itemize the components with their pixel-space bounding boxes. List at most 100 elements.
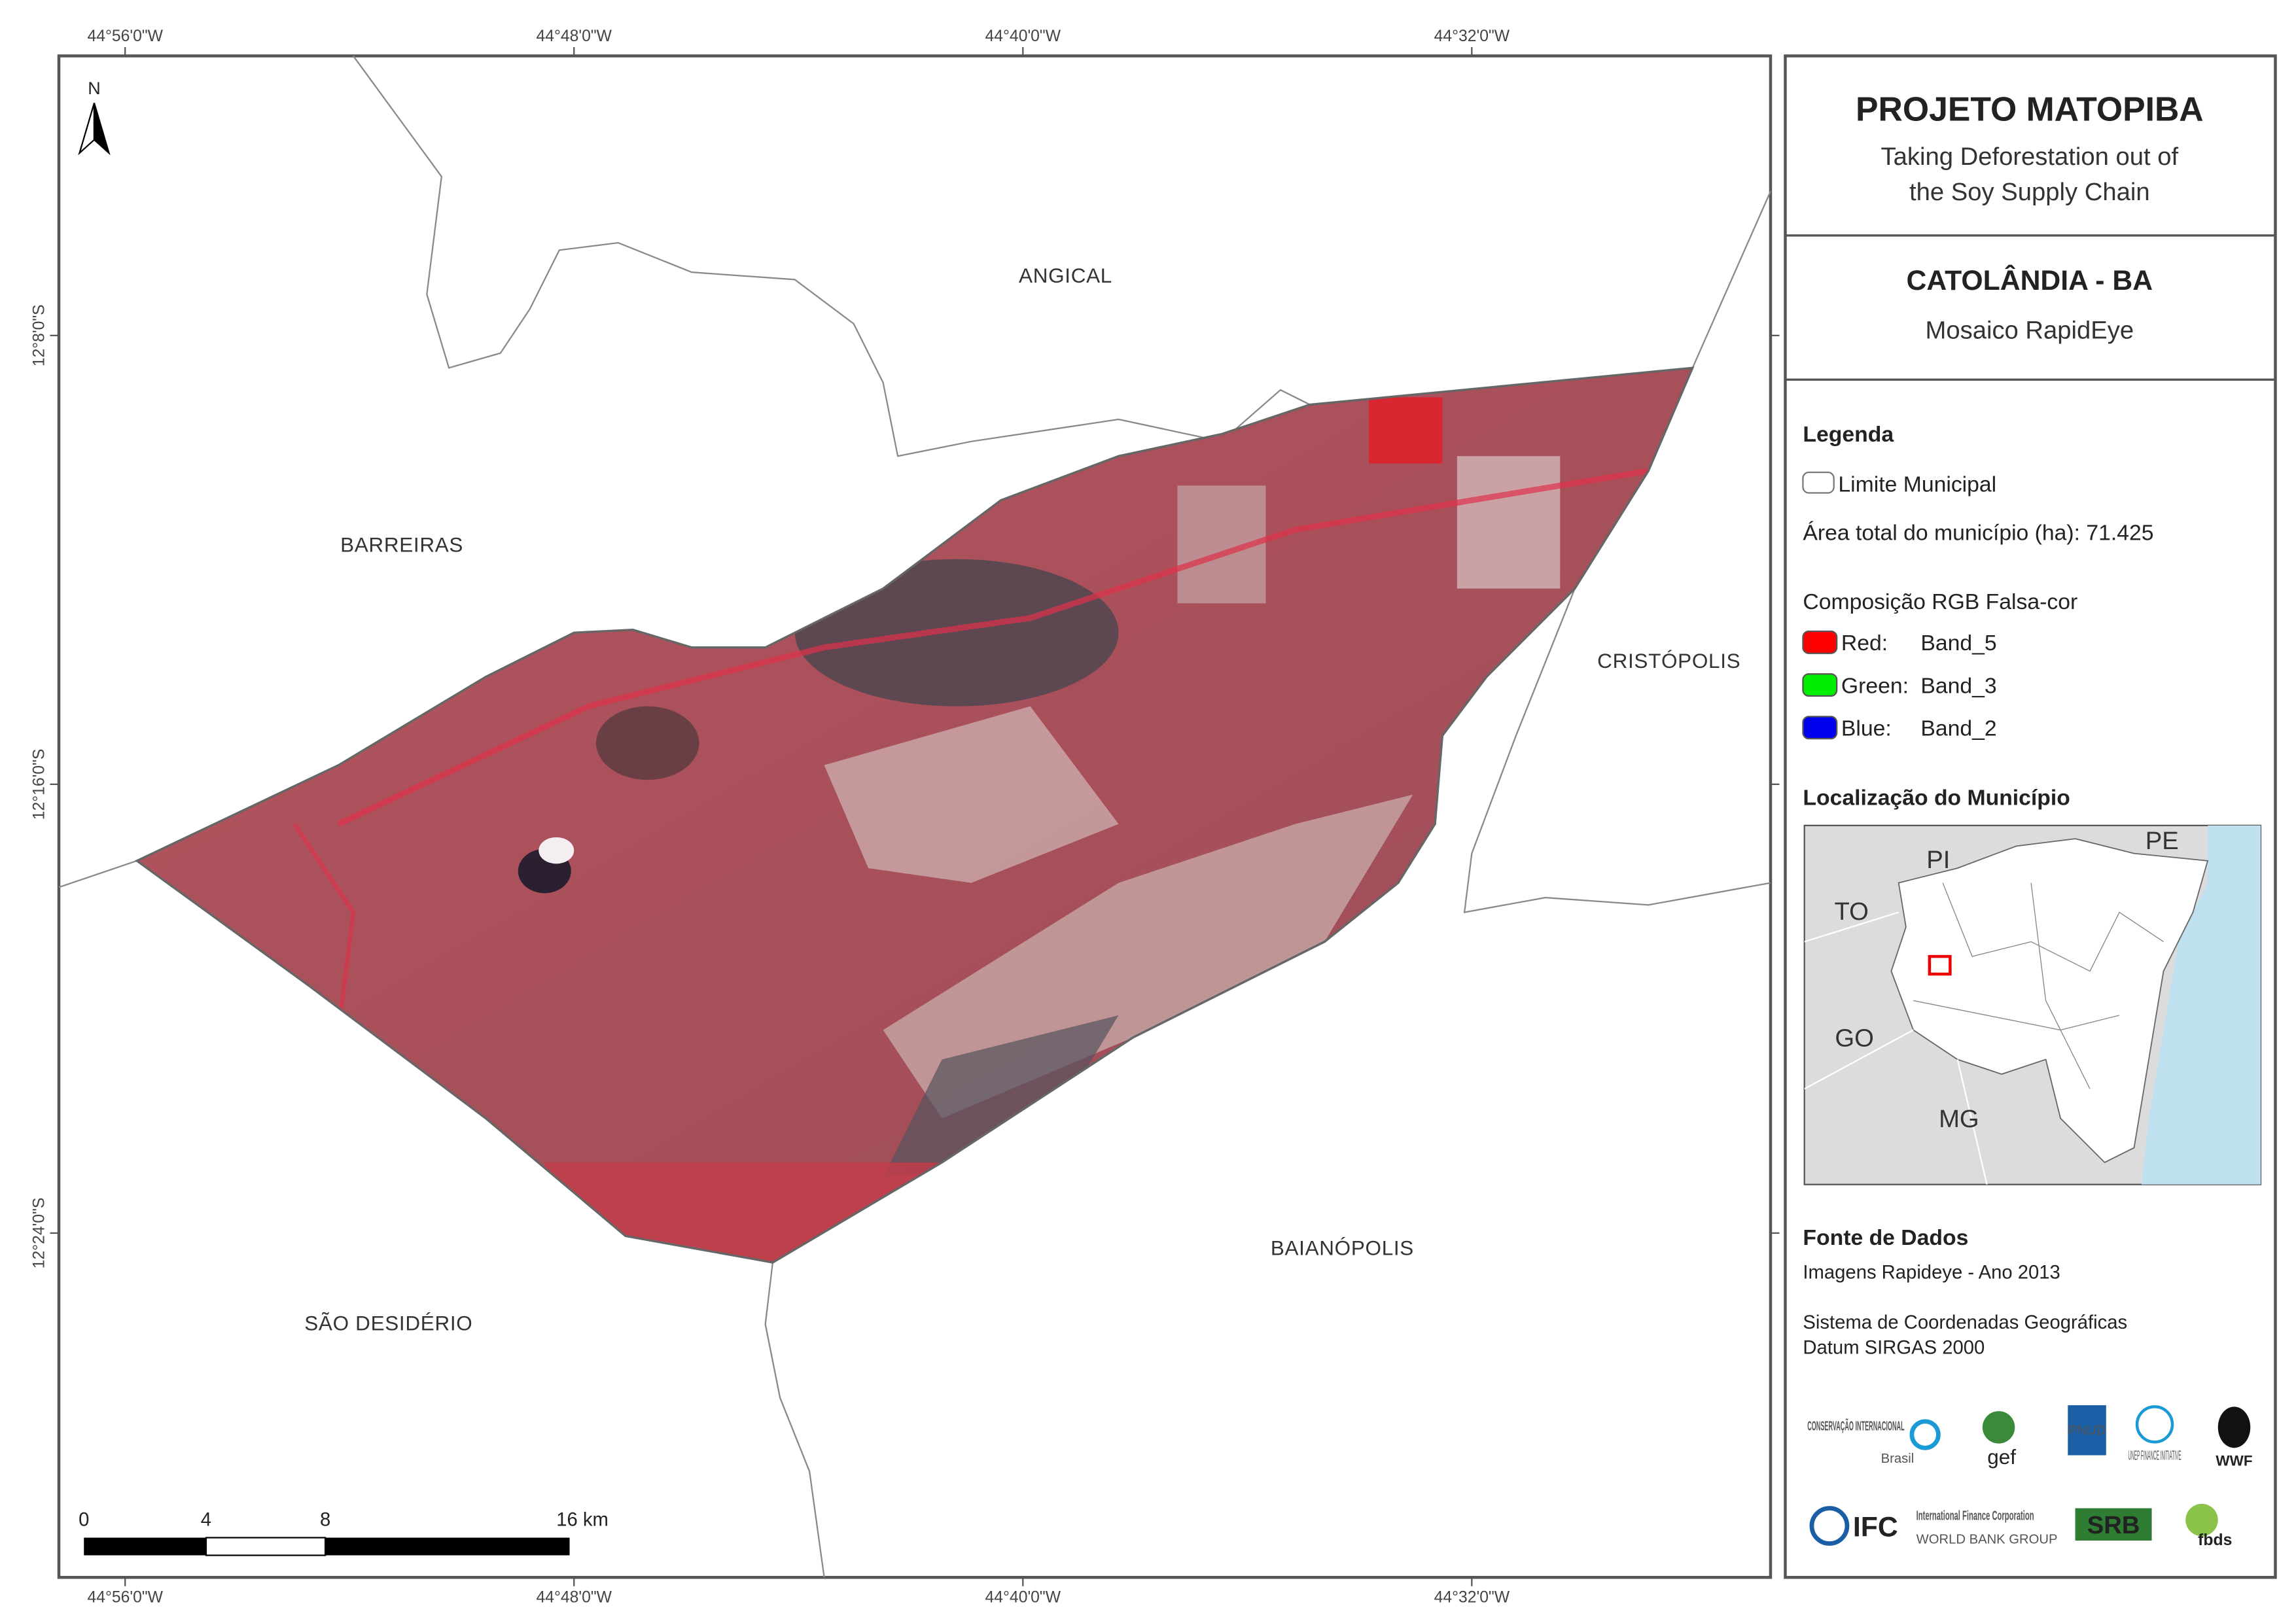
logo-mark bbox=[1909, 1419, 1941, 1450]
subtitle: the Soy Supply Chain bbox=[1909, 178, 2150, 206]
source-line: Sistema de Coordenadas Geográficas bbox=[1803, 1312, 2127, 1333]
scale-segment bbox=[84, 1537, 206, 1556]
band-name: Band_3 bbox=[1920, 673, 1996, 698]
band-legend: Red: Band_5 Green: Band_3 Blue: Band_2 bbox=[1802, 630, 1997, 741]
boundary-line bbox=[1463, 588, 1771, 913]
inset-municipalities bbox=[1913, 882, 2164, 1089]
scale-label: 0 bbox=[79, 1510, 89, 1531]
logo-text: UNEP FINANCE INITIATIVE bbox=[2128, 1448, 2181, 1463]
band-channel: Red: bbox=[1841, 631, 1888, 655]
legend-swatch bbox=[1802, 471, 1835, 494]
coordinate-label: 44°40'0"W bbox=[985, 27, 1061, 45]
boundary-line bbox=[58, 860, 137, 888]
coordinate-label: 44°40'0"W bbox=[985, 1589, 1061, 1607]
logo-text: WWF bbox=[2216, 1452, 2252, 1469]
subtitle: Taking Deforestation out of bbox=[1881, 143, 2179, 171]
coordinate-label: 44°56'0"W bbox=[87, 27, 163, 45]
logo-text: SRB bbox=[2087, 1511, 2140, 1539]
place-label: BARREIRAS bbox=[340, 532, 463, 556]
logo-mark bbox=[2185, 1503, 2218, 1537]
place-label: BAIANÓPOLIS bbox=[1271, 1236, 1414, 1260]
imagery-river bbox=[292, 822, 356, 1030]
coordinate-label: 12°24'0"S bbox=[31, 1198, 48, 1269]
scale-label: 16 km bbox=[556, 1510, 609, 1531]
graticule-ticks bbox=[50, 46, 1780, 1586]
state-label: PE bbox=[2146, 827, 2179, 855]
legend-label: Área total do município (ha): 71.425 bbox=[1803, 521, 2153, 546]
logo-mark bbox=[2135, 1405, 2174, 1444]
boundary-line bbox=[764, 1262, 825, 1578]
municipal-boundary bbox=[134, 366, 1695, 1264]
location-heading: Localização do Município bbox=[1803, 785, 2070, 810]
band-swatch bbox=[1802, 716, 1838, 740]
imagery-patch bbox=[883, 1015, 1119, 1178]
state-label: TO bbox=[1834, 898, 1868, 926]
scale-segment bbox=[325, 1537, 570, 1556]
logo-text: Brasil bbox=[1881, 1452, 1915, 1466]
band-swatch bbox=[1802, 673, 1838, 697]
boundary-line bbox=[1691, 190, 1771, 368]
coordinate-label: 12°8'0"S bbox=[31, 304, 48, 366]
coordinate-label: 44°32'0"W bbox=[1434, 27, 1510, 45]
band-name: Band_5 bbox=[1920, 631, 1996, 655]
place-label: CRISTÓPOLIS bbox=[1597, 649, 1740, 672]
logo-text: gef bbox=[1987, 1445, 2016, 1469]
imagery-patch bbox=[794, 559, 1119, 707]
legend-heading: Legenda bbox=[1803, 422, 1894, 447]
legend-label: Composição RGB Falsa-cor bbox=[1803, 589, 2077, 614]
imagery-river bbox=[337, 468, 1650, 827]
logo-text: CONSERVAÇÃO INTERNACIONAL bbox=[1807, 1418, 1904, 1433]
inset-ocean bbox=[2141, 825, 2261, 1185]
imagery-patch bbox=[539, 837, 574, 864]
scale-segment bbox=[205, 1537, 327, 1556]
band-channel: Blue: bbox=[1841, 716, 1892, 741]
coordinate-label: 44°48'0"W bbox=[536, 27, 612, 45]
sources-heading: Fonte de Dados bbox=[1803, 1225, 1968, 1250]
place-label: SÃO DESIDÉRIO bbox=[304, 1311, 472, 1335]
imagery-patch bbox=[883, 794, 1413, 1119]
band-swatch bbox=[1802, 630, 1838, 654]
municipality-name: CATOLÂNDIA - BA bbox=[1907, 264, 2153, 296]
mosaic-label: Mosaico RapidEye bbox=[1926, 316, 2134, 344]
logo-mark bbox=[2217, 1406, 2251, 1448]
coordinate-label: 12°16'0"S bbox=[31, 749, 48, 820]
band-channel: Green: bbox=[1841, 673, 1909, 698]
legend-label: Limite Municipal bbox=[1838, 472, 1996, 497]
inset-map bbox=[1804, 825, 2261, 1185]
coordinate-label: 44°48'0"W bbox=[536, 1589, 612, 1607]
logo-mark bbox=[2075, 1508, 2152, 1541]
source-line: Datum SIRGAS 2000 bbox=[1803, 1337, 1985, 1358]
imagery-patch bbox=[1457, 456, 1561, 589]
logo-text: International Finance Corporation bbox=[1916, 1509, 2034, 1524]
title: PROJETO MATOPIBA bbox=[1856, 90, 2204, 128]
logo-text: WORLD BANK GROUP bbox=[1916, 1533, 2058, 1547]
source-line: Imagens Rapideye - Ano 2013 bbox=[1803, 1263, 2060, 1283]
imagery-patch bbox=[1368, 397, 1443, 464]
side-panel bbox=[1784, 54, 2277, 1579]
inset-locator bbox=[1928, 954, 1952, 976]
place-label: ANGICAL bbox=[1019, 264, 1112, 287]
scale-label: 8 bbox=[320, 1510, 330, 1531]
imagery-patch bbox=[824, 706, 1119, 883]
boundary-line bbox=[352, 55, 1311, 457]
coordinate-label: 44°56'0"W bbox=[87, 1589, 163, 1607]
coordinate-label: 44°32'0"W bbox=[1434, 1589, 1510, 1607]
state-label: GO bbox=[1835, 1024, 1873, 1052]
imagery-patch bbox=[596, 706, 699, 780]
logo-text: PNUD bbox=[2068, 1423, 2106, 1438]
state-label: MG bbox=[1939, 1105, 1979, 1133]
inset-state-lines bbox=[1804, 911, 1988, 1185]
logo-mark bbox=[1982, 1411, 2015, 1444]
band-name: Band_2 bbox=[1920, 716, 1996, 741]
north-label: N bbox=[88, 79, 101, 98]
neighbour-boundaries bbox=[58, 55, 1771, 1578]
logos: CONSERVAÇÃO INTERNACIONAL Brasil gef PNU… bbox=[1807, 1405, 2253, 1549]
logo-mark bbox=[2068, 1405, 2106, 1456]
logo-mark bbox=[1809, 1506, 1850, 1546]
logo-text: fbds bbox=[2198, 1531, 2232, 1549]
logo-text: IFC bbox=[1853, 1511, 1898, 1543]
north-arrow bbox=[93, 103, 111, 156]
state-label: PI bbox=[1926, 846, 1950, 874]
